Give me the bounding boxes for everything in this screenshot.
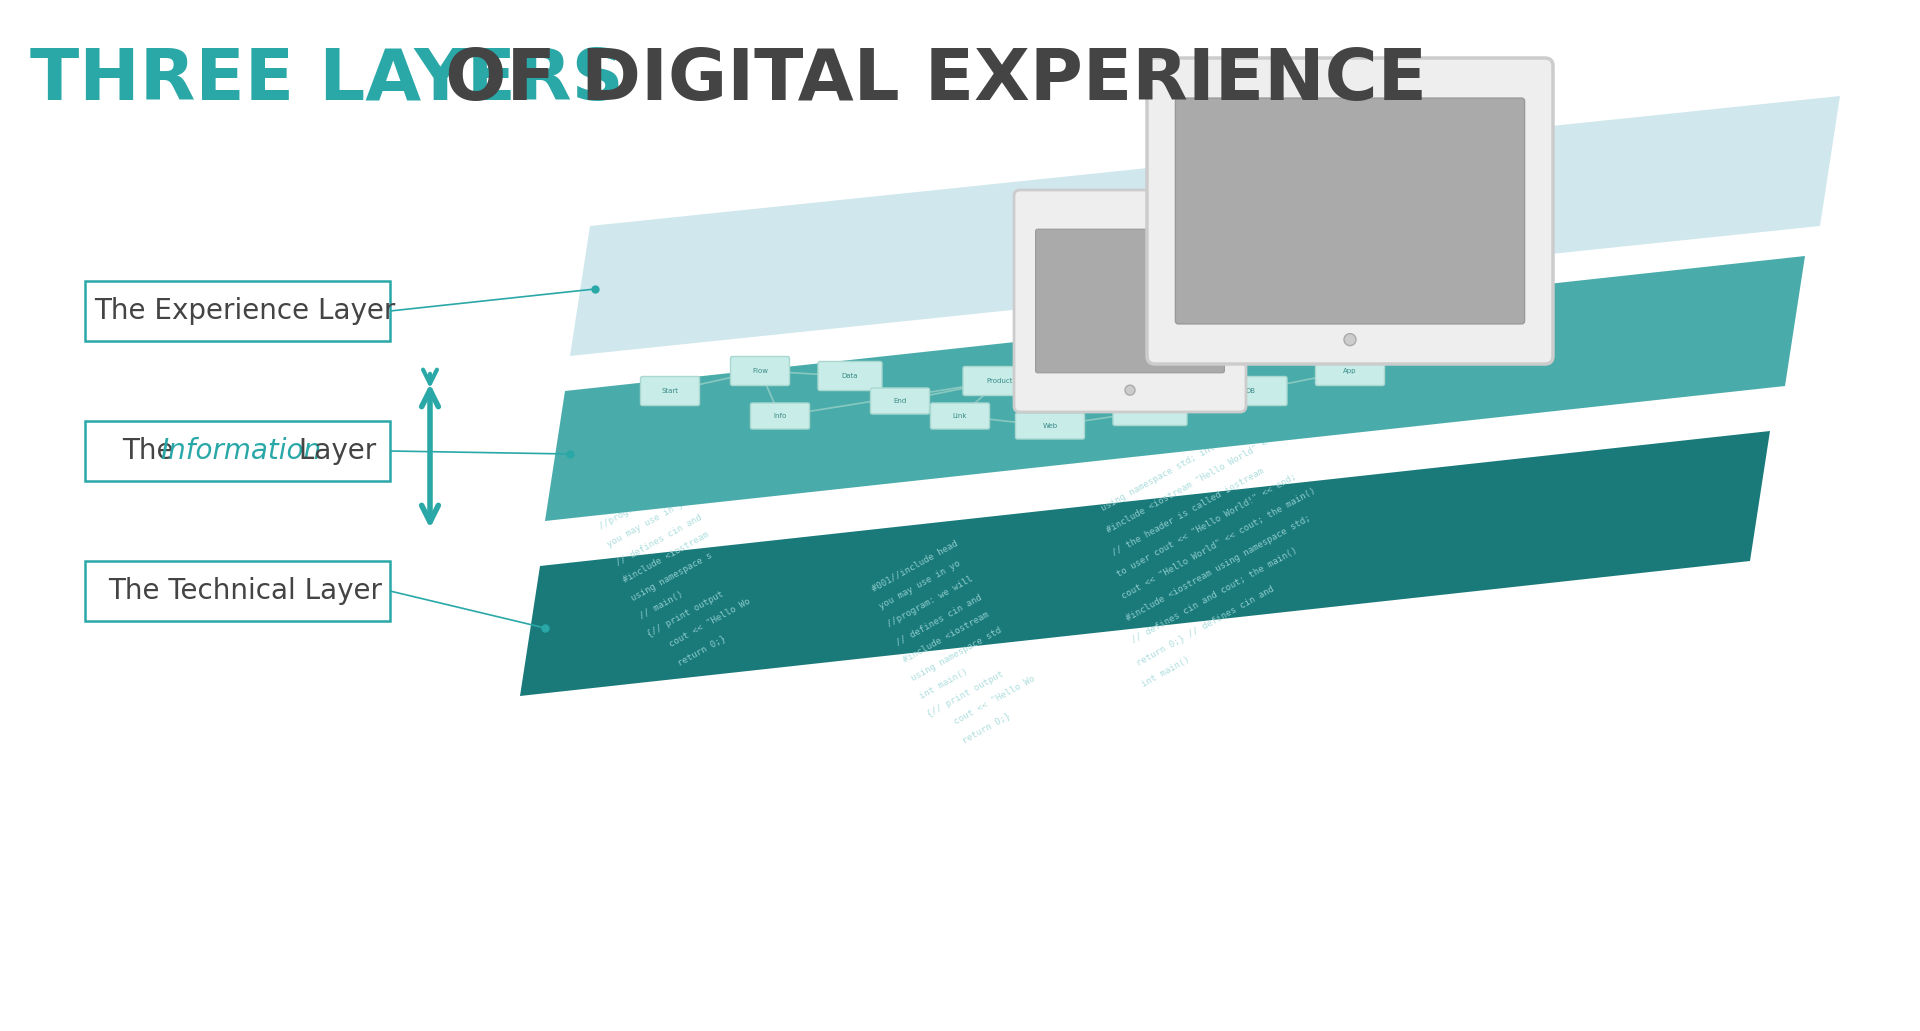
Circle shape — [1125, 386, 1135, 395]
Text: API: API — [1144, 408, 1156, 414]
Text: Web: Web — [1043, 423, 1058, 429]
Text: Start: Start — [662, 388, 678, 394]
Text: #include <iostream using namespace std;: #include <iostream using namespace std; — [1125, 513, 1313, 623]
Polygon shape — [545, 256, 1805, 521]
Text: THREE LAYERS: THREE LAYERS — [31, 46, 624, 115]
Circle shape — [1344, 334, 1356, 345]
FancyBboxPatch shape — [730, 357, 789, 386]
FancyBboxPatch shape — [84, 561, 390, 621]
FancyBboxPatch shape — [1146, 58, 1553, 364]
Text: End: End — [893, 398, 906, 404]
FancyBboxPatch shape — [818, 362, 881, 391]
Text: int main(): int main() — [1140, 655, 1192, 689]
FancyBboxPatch shape — [1175, 98, 1524, 324]
FancyBboxPatch shape — [84, 421, 390, 481]
Polygon shape — [520, 431, 1770, 696]
Text: // defines cin and: // defines cin and — [895, 592, 983, 647]
Text: //program: we wil: //program: we wil — [597, 478, 682, 531]
Text: OF DIGITAL EXPERIENCE: OF DIGITAL EXPERIENCE — [420, 46, 1427, 115]
FancyBboxPatch shape — [870, 388, 929, 414]
Text: Layer: Layer — [290, 437, 376, 465]
Text: Node: Node — [1091, 363, 1110, 369]
Text: Link: Link — [952, 413, 968, 419]
Text: #include <iostream: #include <iostream — [622, 530, 710, 585]
Text: using namespace std: using namespace std — [910, 626, 1004, 683]
FancyBboxPatch shape — [84, 281, 390, 341]
Text: #include <head: #include <head — [589, 469, 660, 513]
Text: // defines cin and cout; the main(): // defines cin and cout; the main() — [1131, 546, 1300, 645]
Text: {// print output: {// print output — [645, 590, 726, 639]
Text: return 0;}: return 0;} — [943, 710, 1012, 755]
FancyBboxPatch shape — [1016, 413, 1085, 439]
Text: Info: Info — [774, 413, 787, 419]
FancyBboxPatch shape — [1035, 229, 1225, 373]
Text: you may use in yo: you may use in yo — [877, 559, 962, 611]
Text: Information: Information — [159, 437, 321, 465]
Text: The Experience Layer: The Experience Layer — [94, 297, 396, 325]
Text: DB: DB — [1244, 388, 1256, 394]
Text: Product: Product — [987, 378, 1014, 384]
Text: using namespace s: using namespace s — [630, 551, 714, 603]
Text: Flow: Flow — [753, 368, 768, 374]
Text: {// print output: {// print output — [925, 669, 1006, 719]
FancyBboxPatch shape — [964, 366, 1037, 396]
Text: #include <iostream "Hello World" << endl;: #include <iostream "Hello World" << endl… — [1106, 421, 1302, 535]
Text: // defines cin and: // defines cin and — [614, 512, 703, 567]
Text: to user cout << "Hello World!" << end;: to user cout << "Hello World!" << end; — [1116, 472, 1298, 579]
Text: The: The — [123, 437, 182, 465]
FancyBboxPatch shape — [1315, 357, 1384, 386]
Text: using namespace std; int main() // print output: using namespace std; int main() // print… — [1100, 383, 1325, 513]
Text: return 0;} // defines cin and: return 0;} // defines cin and — [1135, 584, 1275, 667]
Text: App: App — [1344, 368, 1357, 374]
FancyBboxPatch shape — [751, 403, 810, 429]
Text: // main(): // main() — [637, 590, 685, 621]
Text: cout << "Hello Wo: cout << "Hello Wo — [933, 674, 1037, 737]
Text: #include <iostream: #include <iostream — [902, 610, 991, 665]
Text: cout << "Hello Wo: cout << "Hello Wo — [655, 597, 753, 657]
FancyBboxPatch shape — [641, 376, 699, 405]
FancyBboxPatch shape — [1014, 190, 1246, 412]
Text: // the header is called iostream: // the header is called iostream — [1110, 466, 1265, 557]
FancyBboxPatch shape — [1114, 397, 1187, 426]
FancyBboxPatch shape — [1066, 352, 1135, 380]
FancyBboxPatch shape — [1213, 376, 1286, 405]
Text: you may use in yo: you may use in yo — [607, 497, 691, 548]
Text: int main(): int main() — [918, 667, 970, 701]
Text: The Technical Layer: The Technical Layer — [108, 577, 382, 605]
Text: return 0;}: return 0;} — [662, 633, 728, 675]
Polygon shape — [570, 96, 1839, 356]
FancyBboxPatch shape — [931, 403, 989, 429]
Text: #001//include head: #001//include head — [870, 538, 958, 593]
Text: //program: we will: //program: we will — [885, 574, 975, 629]
Text: cout << "Hello World" << cout; the main(): cout << "Hello World" << cout; the main(… — [1119, 487, 1317, 601]
Text: Data: Data — [841, 373, 858, 379]
